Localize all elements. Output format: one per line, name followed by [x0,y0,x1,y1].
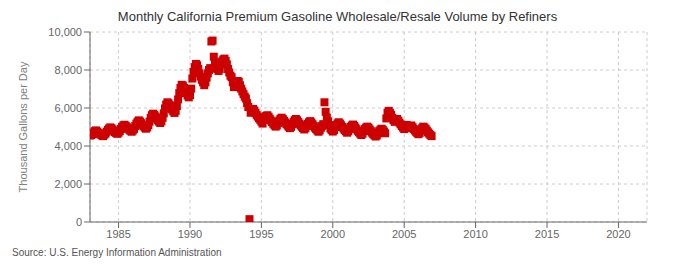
svg-text:2005: 2005 [392,228,416,240]
svg-text:8,000: 8,000 [54,64,82,76]
svg-text:2010: 2010 [463,228,487,240]
svg-text:6,000: 6,000 [54,102,82,114]
svg-text:10,000: 10,000 [48,26,82,38]
svg-text:1990: 1990 [178,228,202,240]
svg-text:2000: 2000 [321,228,345,240]
svg-text:2,000: 2,000 [54,178,82,190]
svg-text:2015: 2015 [535,228,559,240]
html-text:Source: U.S. Energy Informatio: Source: U.S. Energy Information Administ… [12,247,222,258]
svg-text:0: 0 [76,216,82,228]
html-text:Monthly California Premium Gas: Monthly California Premium Gasoline Whol… [117,9,558,24]
svg-text:1995: 1995 [249,228,273,240]
svg-text:2020: 2020 [606,228,630,240]
svg-text:Thousand Gallons per Day: Thousand Gallons per Day [17,61,29,192]
svg-text:4,000: 4,000 [54,140,82,152]
svg-text:1985: 1985 [106,228,130,240]
